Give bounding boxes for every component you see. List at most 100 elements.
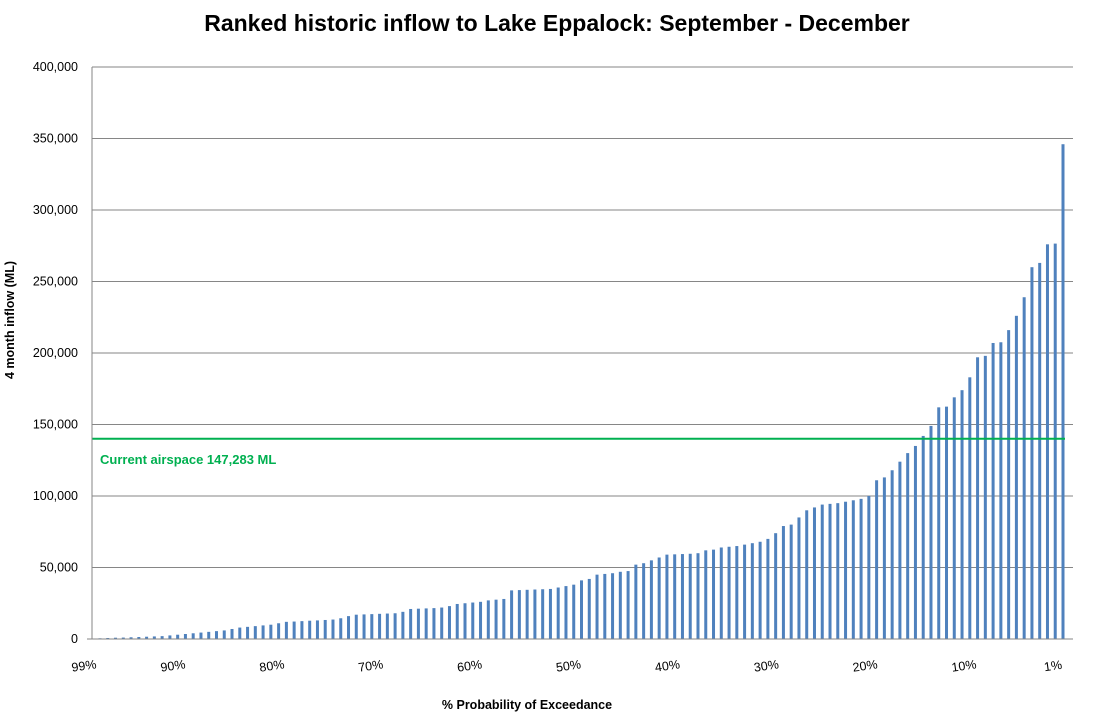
bar [1014,315,1018,639]
bar [976,357,980,639]
bar [991,342,995,639]
x-tick-label: 50% [555,657,582,674]
bar [230,628,234,639]
bar [145,636,149,639]
bar [704,550,708,639]
bar [999,342,1003,639]
bar [168,635,172,639]
bar [642,563,646,639]
bar [261,625,265,639]
x-tick-label: 99% [71,657,98,674]
bar [246,626,250,639]
bar [913,445,917,639]
bar [1038,262,1042,639]
bar [603,573,607,639]
bar [805,510,809,639]
axes [87,67,1073,640]
bar [812,507,816,639]
bar [1061,144,1065,639]
bar [1045,244,1049,639]
bar [191,633,195,639]
bar [300,621,304,640]
bar [743,544,747,639]
bar [789,524,793,639]
bar [618,571,622,639]
bar [1022,297,1026,639]
bar [354,614,358,639]
y-tick-label: 400,000 [33,60,78,74]
bar [137,637,141,639]
bar [952,397,956,639]
bar [207,631,211,639]
bar [416,608,420,639]
y-axis-title: 4 month inflow (ML) [3,261,17,379]
y-tick-label: 50,000 [40,561,78,575]
bar [820,504,824,639]
bar [937,407,941,639]
bar [277,623,281,639]
bar [525,589,529,639]
bar [238,627,242,639]
bar [587,578,591,639]
bar [898,461,902,639]
bar [626,571,630,639]
bar [183,634,187,639]
bar [121,637,125,639]
bar [370,614,374,639]
y-tick-label: 250,000 [33,275,78,289]
bar [906,453,910,639]
bar [945,406,949,640]
bar [572,584,576,639]
x-tick-label: 10% [951,657,978,674]
bar [284,621,288,639]
bar [401,611,405,639]
reference-line-group: Current airspace 147,283 ML [92,437,1065,467]
bar [719,547,723,639]
bar [129,637,133,639]
x-tick-label: 40% [654,657,681,674]
chart-title: Ranked historic inflow to Lake Eppalock:… [204,10,910,36]
bar [533,589,537,639]
bar [315,620,319,639]
reference-line-label: Current airspace 147,283 ML [100,452,276,467]
bar [774,533,778,639]
bar [308,620,312,639]
bar [362,614,366,639]
bar [611,573,615,639]
y-tick-label: 150,000 [33,418,78,432]
bar [797,517,801,639]
bar [471,602,475,639]
bar [556,587,560,639]
x-tick-label: 80% [259,657,286,674]
bar [176,634,180,639]
bar [440,607,444,639]
bar [214,631,218,639]
bar [541,589,545,639]
x-tick-label: 70% [357,657,384,674]
bar [968,377,972,639]
bar [859,498,863,639]
bar [378,613,382,639]
bar [385,613,389,639]
bar [331,619,335,639]
bar [1007,330,1011,639]
bar [657,557,661,639]
bar [502,598,506,639]
bar [750,543,754,639]
bar [152,636,156,639]
x-axis-title: % Probability of Exceedance [442,698,612,712]
bar [828,503,832,639]
y-tick-label: 300,000 [33,203,78,217]
bar [781,526,785,639]
bar [882,477,886,639]
bar [983,355,987,639]
x-tick-labels: 99% 90% 80% 70% 60% 50% 40% 30% 20% 10% 1% [71,657,1063,674]
bar [688,553,692,639]
bar [844,501,848,639]
x-tick-label: 90% [160,657,187,674]
bar [269,624,273,639]
bar [665,554,669,639]
bar [875,480,879,639]
bar [292,621,296,639]
bar [929,425,933,639]
